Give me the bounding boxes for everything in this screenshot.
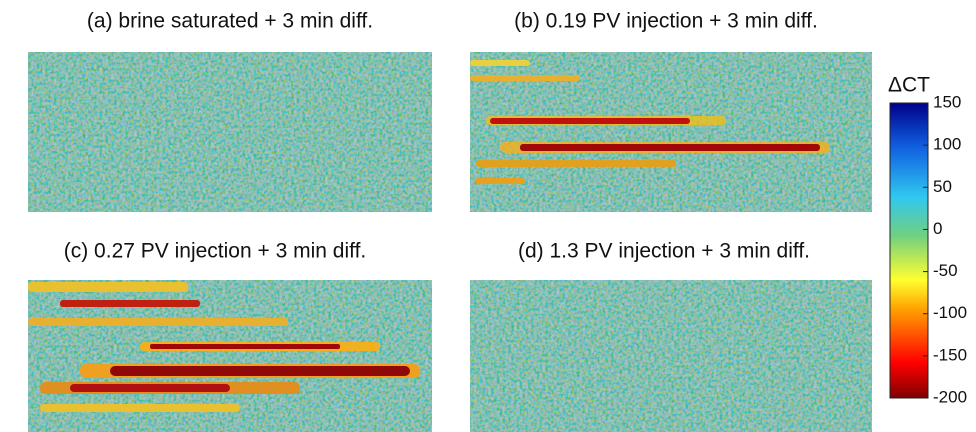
colorbar-tick-label: 0 (933, 219, 942, 238)
colorbar-tick-label: 100 (933, 135, 961, 154)
colorbar-tick-label: -150 (933, 345, 967, 364)
colorbar-tick-label: -200 (933, 387, 967, 406)
panels (28, 52, 872, 432)
colorbar-tick-label: 50 (933, 177, 952, 196)
colorbar-tick-label: -100 (933, 303, 967, 322)
colorbar-tick-label: -50 (933, 261, 958, 280)
heatmap-a (28, 52, 432, 212)
heatmap-b (470, 52, 872, 212)
heatmap-d (470, 280, 872, 432)
colorbar (889, 102, 929, 399)
panel-title: (c) 0.27 PV injection + 3 min diff. (64, 240, 367, 263)
heatmap-c (28, 280, 432, 432)
colorbar-label: ΔCT (888, 74, 930, 97)
panel-title: (a) brine saturated + 3 min diff. (87, 10, 373, 33)
panel-title: (b) 0.19 PV injection + 3 min diff. (514, 10, 818, 33)
panel-title: (d) 1.3 PV injection + 3 min diff. (518, 240, 810, 263)
colorbar-tick-label: 150 (933, 92, 961, 111)
